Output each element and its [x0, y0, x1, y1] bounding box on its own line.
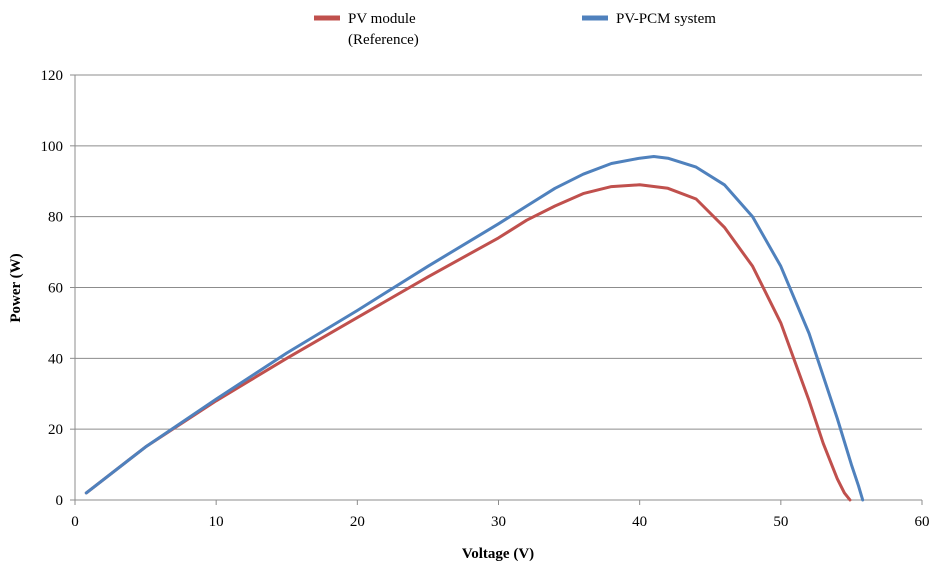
gridlines: [75, 74, 922, 430]
x-tick-label-40: 40: [632, 514, 647, 530]
x-tick-labels: 0 10 20 30 40 50 60: [71, 514, 929, 530]
y-tick-label-120: 120: [41, 68, 64, 84]
x-axis-title: Voltage (V): [462, 546, 534, 562]
y-tick-label-80: 80: [48, 210, 63, 226]
y-tick-label-40: 40: [48, 351, 63, 367]
series-line-2: [84, 155, 865, 502]
series-lines: [84, 155, 865, 502]
y-tick-label-0: 0: [56, 493, 64, 509]
axes: [70, 74, 923, 505]
x-tick-label-10: 10: [209, 514, 224, 530]
x-tick-label-0: 0: [71, 514, 79, 530]
y-tick-label-20: 20: [48, 422, 63, 438]
legend-label-1: PV module (Reference): [348, 11, 419, 48]
legend-label-2: PV-PCM system: [616, 11, 716, 27]
y-tick-label-60: 60: [48, 281, 63, 297]
legend: PV module (Reference) PV-PCM system: [314, 11, 716, 48]
y-axis-title: Power (W): [8, 253, 24, 322]
x-tick-label-50: 50: [773, 514, 788, 530]
x-tick-label-30: 30: [491, 514, 506, 530]
series-line-1: [84, 183, 852, 502]
y-tick-labels: 0 20 40 60 80 100 120: [41, 68, 64, 509]
x-tick-label-20: 20: [350, 514, 365, 530]
y-tick-label-100: 100: [41, 139, 64, 155]
x-tick-label-60: 60: [915, 514, 930, 530]
